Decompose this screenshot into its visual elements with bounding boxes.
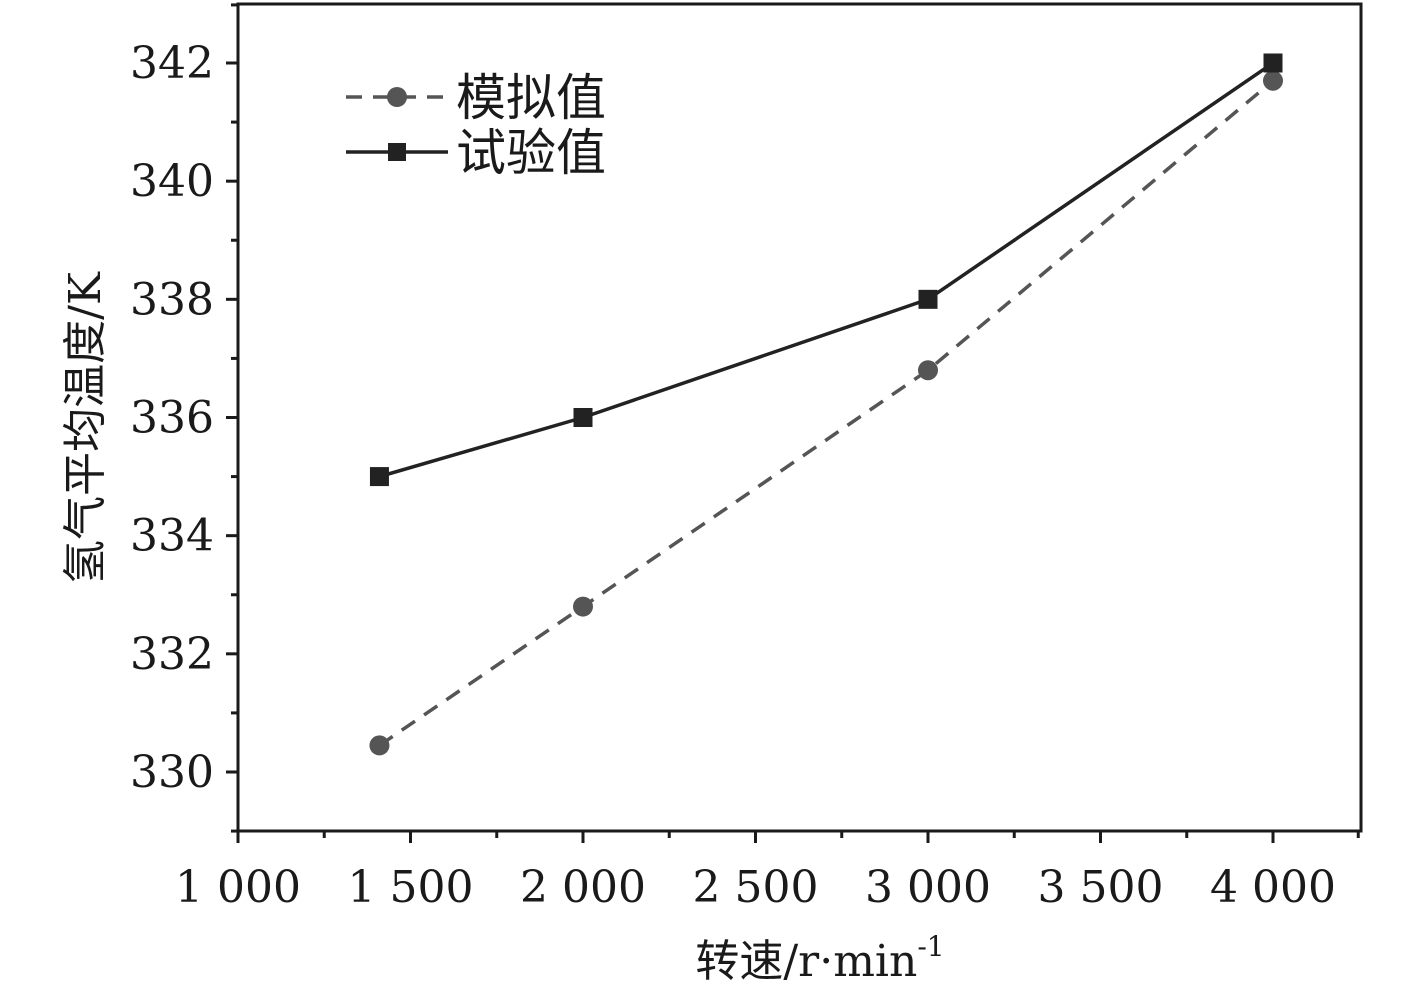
data-point-模拟值: [369, 735, 390, 756]
data-point-模拟值: [918, 360, 938, 381]
x-axis-title-main: 转速/r·min: [695, 936, 917, 987]
data-point-模拟值: [1263, 70, 1283, 91]
data-point-试验值: [918, 289, 938, 309]
legend-marker-模拟值: [387, 87, 407, 107]
x-tick-label: 1 500: [348, 862, 474, 913]
series-line-模拟值: [378, 79, 1275, 747]
y-axis-ticks: 330 332 334 336 338 340 342: [130, 3, 238, 833]
x-tick-label: 3 500: [1038, 862, 1164, 913]
legend-label-试验值: 试验值: [456, 124, 606, 182]
x-axis-title: 转速/r·min-1: [695, 930, 944, 987]
y-tick-label: 332: [130, 629, 214, 680]
x-tick-label: 3 000: [865, 862, 991, 913]
y-tick-label: 342: [130, 38, 214, 89]
data-point-试验值: [573, 408, 593, 427]
series-layer: [369, 53, 1283, 756]
data-point-模拟值: [573, 596, 593, 617]
y-tick-label: 334: [130, 511, 214, 562]
y-tick-label: 330: [130, 747, 214, 798]
y-tick-label: 336: [130, 393, 214, 444]
x-tick-label: 2 000: [520, 862, 646, 913]
plot-frame: [236, 2, 1363, 833]
x-tick-label: 1 000: [175, 862, 301, 913]
y-tick-label: 340: [130, 156, 214, 207]
legend-marker-试验值: [388, 143, 406, 161]
legend-label-模拟值: 模拟值: [456, 69, 606, 127]
x-axis-ticks: 1 000 1 500 2 000 2 500 3 000 3 500 4 000: [175, 831, 1360, 913]
data-point-试验值: [1263, 53, 1283, 73]
x-tick-label: 4 000: [1210, 862, 1336, 913]
series-line-试验值: [378, 61, 1274, 479]
y-tick-label: 338: [130, 274, 214, 325]
data-point-试验值: [369, 467, 389, 487]
x-axis-title-superscript: -1: [917, 930, 944, 963]
x-tick-label: 2 500: [693, 862, 819, 913]
y-axis-title: 氢气平均温度/K: [60, 271, 111, 584]
